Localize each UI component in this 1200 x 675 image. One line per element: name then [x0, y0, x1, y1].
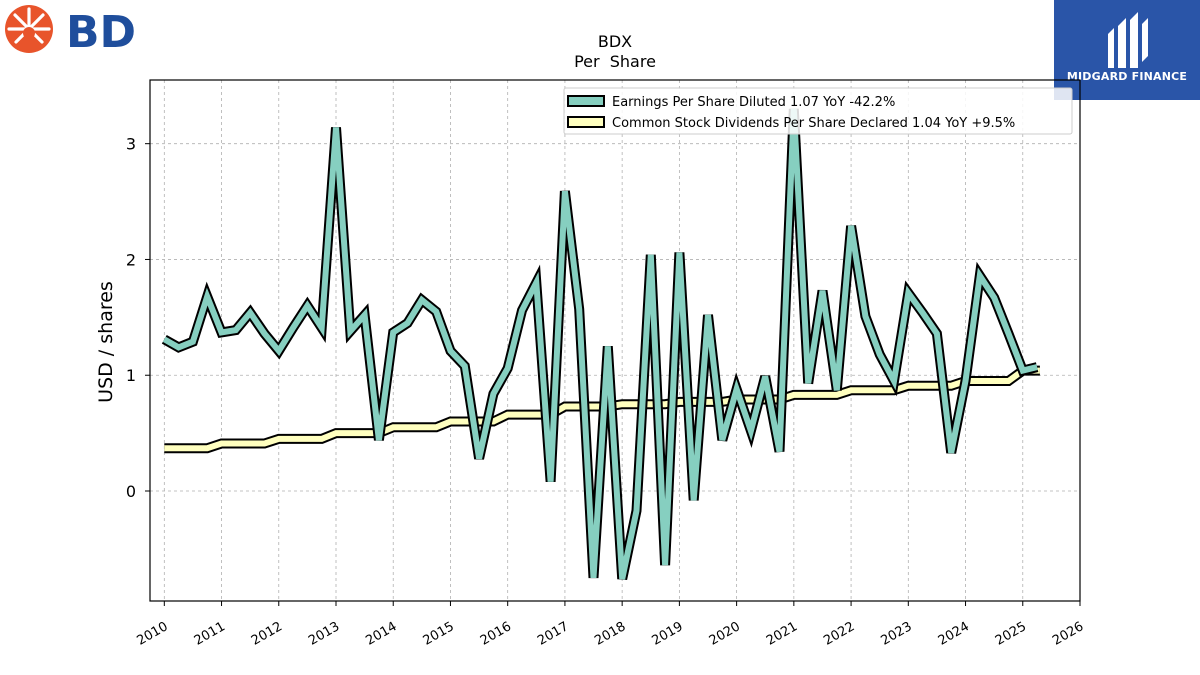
- series-eps: [161, 108, 1039, 581]
- legend-entry: Common Stock Dividends Per Share Declare…: [612, 116, 1015, 131]
- bd-logo-text: BD: [66, 7, 136, 56]
- x-tick-label: 2024: [936, 619, 972, 649]
- x-tick-label: 2018: [592, 619, 628, 649]
- x-tick-label: 2023: [878, 619, 914, 649]
- legend-box: [563, 87, 1073, 135]
- legend-swatch: [567, 116, 605, 128]
- chart-subtitle: Per Share: [574, 52, 656, 71]
- midgard-mark-icon: [1108, 12, 1148, 68]
- chart-title: BDX: [597, 32, 633, 51]
- y-tick-label: 0: [126, 482, 136, 501]
- x-tick-label: 2011: [192, 619, 228, 649]
- y-tick-label: 3: [126, 135, 136, 154]
- midgard-logo-text: MIDGARD FINANCE: [1066, 70, 1188, 83]
- y-tick-label: 1: [126, 366, 136, 385]
- series-layer: [161, 108, 1040, 581]
- y-axis-label: USD / shares: [95, 281, 117, 403]
- x-tick-label: 2016: [478, 619, 514, 649]
- series-line: [162, 108, 1038, 580]
- x-tick-label: 2021: [764, 619, 800, 649]
- x-tick-label: 2015: [421, 619, 457, 649]
- x-tick-label: 2010: [134, 619, 170, 649]
- legend: Earnings Per Share Diluted 1.07 YoY -42.…: [563, 87, 1073, 135]
- x-tick-label: 2017: [535, 619, 571, 649]
- x-tick-label: 2025: [993, 619, 1029, 649]
- y-tick-label: 2: [126, 250, 136, 269]
- x-tick-label: 2019: [650, 619, 686, 649]
- legend-swatch: [567, 95, 605, 107]
- x-tick-label: 2026: [1050, 619, 1086, 649]
- legend-entry: Earnings Per Share Diluted 1.07 YoY -42.…: [612, 95, 895, 110]
- plot-frame: [149, 79, 1081, 602]
- x-tick-label: 2022: [821, 619, 857, 649]
- bd-starburst-icon: [5, 5, 53, 53]
- x-tick-label: 2014: [363, 619, 399, 649]
- x-tick-label: 2012: [249, 619, 285, 649]
- x-tick-label: 2013: [306, 619, 342, 649]
- x-tick-label: 2020: [707, 619, 743, 649]
- bd-logo: BD: [4, 4, 144, 58]
- midgard-finance-logo: MIDGARD FINANCE: [1054, 0, 1200, 100]
